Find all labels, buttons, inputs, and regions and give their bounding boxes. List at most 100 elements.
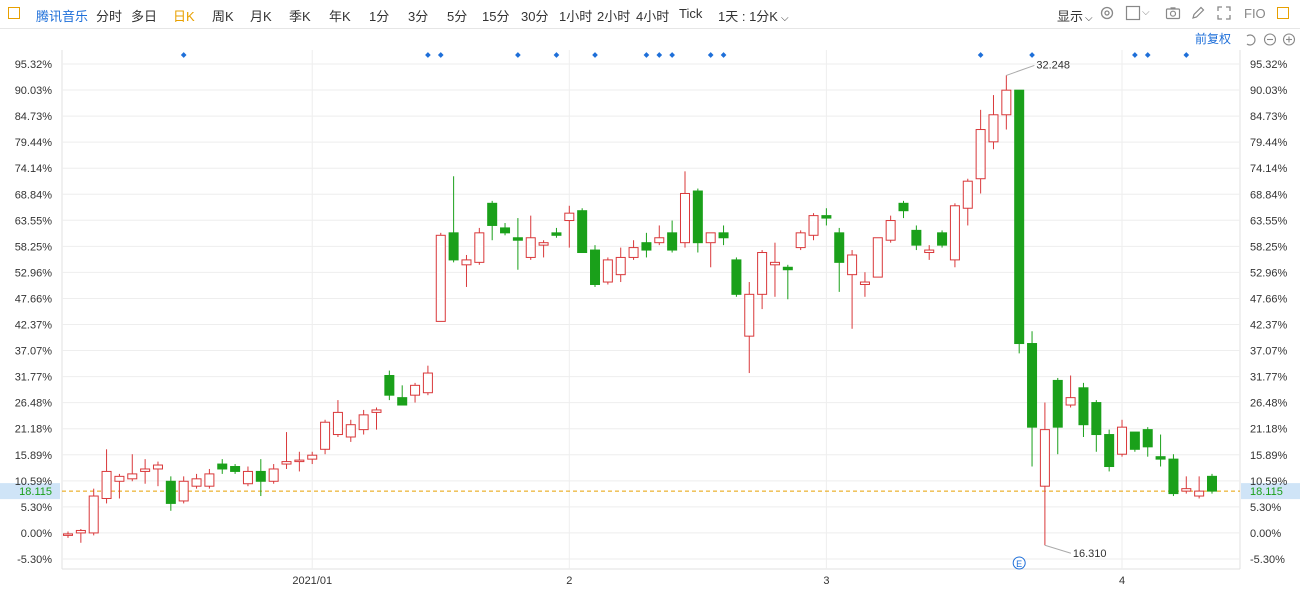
y-tick-label: 58.25% (1250, 241, 1288, 253)
fio-label[interactable]: FIO (1244, 6, 1266, 21)
candle-body (1091, 402, 1102, 436)
chevron-down-icon: ⌵ (780, 13, 789, 24)
tab-5min[interactable]: 5分 (447, 9, 468, 24)
y-tick-label: 5.30% (21, 502, 52, 514)
tab-4hour[interactable]: 4小时 (636, 9, 670, 24)
candle-body (384, 375, 395, 396)
candle (1117, 419, 1128, 457)
candle-body (564, 212, 575, 222)
candle-body (962, 180, 973, 209)
candle-body (628, 247, 639, 258)
fullscreen-icon[interactable] (1216, 5, 1232, 21)
current-price-label: 18.115 (1250, 486, 1283, 498)
candle-body (641, 242, 652, 251)
candle (242, 466, 253, 487)
candle (1052, 377, 1063, 455)
candle (564, 205, 575, 248)
candle-body (178, 480, 189, 502)
candle-body (242, 470, 253, 485)
event-dot (437, 52, 444, 58)
sidebar-toggle-icon[interactable] (8, 7, 20, 19)
annotations: 32.248 16.310 E (1006, 59, 1107, 570)
zoom-out-icon[interactable] (1263, 33, 1277, 46)
candle (898, 200, 909, 219)
tab-year-k[interactable]: 年K (329, 9, 351, 24)
y-tick-label: 79.44% (15, 137, 53, 149)
candle-body (924, 249, 935, 254)
y-tick-label: 10.59% (15, 476, 53, 488)
y-tick-label: 47.66% (15, 293, 53, 305)
candle (590, 245, 601, 287)
candle-body (1207, 475, 1217, 492)
candle (281, 432, 292, 469)
price-box-right (1241, 483, 1300, 500)
candle (487, 200, 498, 241)
display-select[interactable]: 显示 ⌵ (1057, 6, 1093, 25)
candle-body (885, 220, 896, 241)
panel-toggle-icon[interactable] (1277, 7, 1289, 19)
candle (1194, 476, 1205, 499)
tab-duori[interactable]: 多日 (131, 9, 158, 24)
event-dot (977, 52, 984, 58)
tab-30min[interactable]: 30分 (521, 9, 549, 24)
aggregation-select[interactable]: 1天 : 1分K ⌵ (718, 6, 789, 25)
candle (1207, 473, 1217, 494)
aggregation-label: 1天 : 1分K (718, 9, 778, 24)
checkbox-icon[interactable] (1125, 5, 1141, 21)
candle (538, 240, 549, 258)
candle-body (718, 232, 729, 239)
candle (679, 171, 690, 248)
y-tick-label: 68.84% (1250, 189, 1288, 201)
tab-month-k[interactable]: 月K (250, 9, 272, 24)
tab-1min[interactable]: 1分 (369, 9, 390, 24)
candle-body (911, 229, 922, 246)
candle-body (88, 495, 99, 534)
candle (332, 400, 343, 437)
undo-icon[interactable] (1246, 34, 1256, 46)
candle-body (821, 215, 832, 219)
candle-body (577, 210, 588, 254)
candle (859, 272, 870, 297)
y-tick-label: 52.96% (1250, 267, 1288, 279)
candle-body (898, 202, 909, 212)
y-tick-label: 74.14% (15, 163, 53, 175)
candle (705, 232, 716, 268)
candle-body (1078, 387, 1089, 426)
tab-tick[interactable]: Tick (679, 6, 703, 21)
candle (821, 208, 832, 226)
pen-icon[interactable] (1190, 5, 1206, 21)
candle-body (1104, 434, 1115, 468)
y-axis-left: 95.32% 90.03% 84.73% 79.44% 74.14% 68.84% 63.5… (15, 59, 53, 566)
tab-day-k[interactable]: 日K (173, 9, 195, 24)
y-tick-label: 79.44% (1250, 137, 1288, 149)
candle (1091, 400, 1102, 452)
tab-1hour[interactable]: 1小时 (559, 9, 593, 24)
chevron-down-icon[interactable]: ⌵ (1142, 7, 1150, 18)
event-dot (656, 52, 663, 58)
tab-quarter-k[interactable]: 季K (289, 9, 311, 24)
candle (1065, 375, 1076, 408)
candle-body (705, 232, 716, 244)
chevron-down-icon: ⌵ (1085, 13, 1093, 24)
settings-icon[interactable] (1099, 5, 1115, 21)
candle (88, 488, 99, 536)
candle-body (615, 256, 626, 276)
tab-15min[interactable]: 15分 (482, 9, 510, 24)
candle (435, 232, 446, 322)
camera-icon[interactable] (1165, 5, 1181, 21)
candle (320, 419, 331, 455)
tab-week-k[interactable]: 周K (212, 9, 234, 24)
zoom-in-icon[interactable] (1282, 33, 1296, 46)
candle-body (140, 468, 151, 472)
stock-name[interactable]: 腾讯音乐 (36, 9, 89, 24)
tab-2hour[interactable]: 2小时 (597, 9, 631, 24)
candle (744, 282, 755, 374)
candle-body (230, 466, 241, 472)
tab-3min[interactable]: 3分 (408, 9, 429, 24)
tab-fenshi[interactable]: 分时 (96, 9, 123, 24)
adjust-mode-label[interactable]: 前复权 (1195, 31, 1231, 46)
y-tick-label: 37.07% (15, 346, 53, 358)
low-label: 16.310 (1073, 548, 1107, 560)
candle-body (602, 259, 613, 283)
low-leader-line (1044, 544, 1072, 554)
